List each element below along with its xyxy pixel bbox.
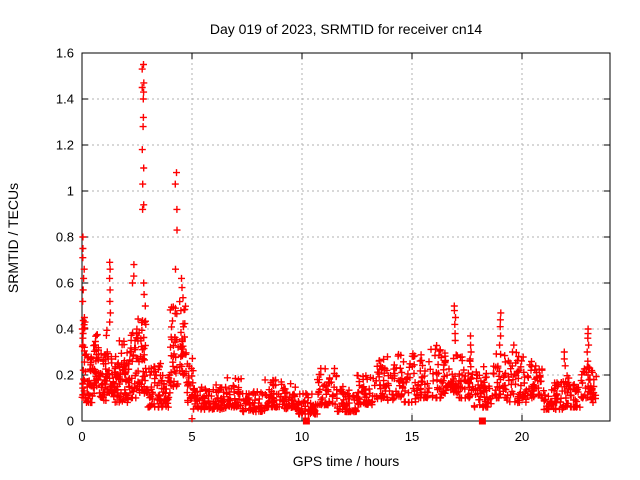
svg-text:0: 0: [67, 414, 74, 429]
svg-text:0.6: 0.6: [56, 276, 74, 291]
scatter-plus-markers: [78, 61, 600, 423]
svg-text:15: 15: [405, 429, 419, 444]
svg-text:1.4: 1.4: [56, 92, 74, 107]
svg-text:5: 5: [188, 429, 195, 444]
svg-text:1: 1: [67, 184, 74, 199]
tick-labels: 0 0.2 0.4 0.6 0.8 1 1.2 1.4 1.6 0 5 10 15 20: [56, 46, 529, 445]
scatter-square-markers: [302, 417, 486, 425]
svg-text:1.2: 1.2: [56, 138, 74, 153]
svg-text:0.2: 0.2: [56, 368, 74, 383]
svg-text:20: 20: [515, 429, 529, 444]
svg-text:0.8: 0.8: [56, 230, 74, 245]
chart-title: Day 019 of 2023, SRMTID for receiver cn1…: [209, 21, 483, 37]
svg-text:10: 10: [295, 429, 309, 444]
svg-text:1.6: 1.6: [56, 46, 74, 61]
svg-text:0: 0: [78, 429, 85, 444]
svg-text:0.4: 0.4: [56, 322, 74, 337]
x-axis-label: GPS time / hours: [292, 453, 400, 469]
